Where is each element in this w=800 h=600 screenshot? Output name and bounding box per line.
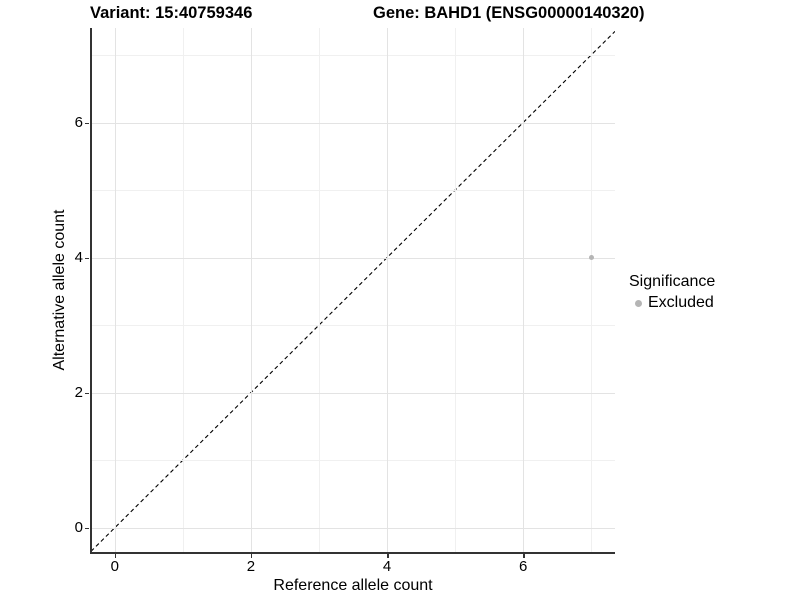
y-minor-gridline (91, 190, 615, 192)
x-minor-gridline (182, 28, 184, 552)
y-tick-mark (85, 392, 89, 395)
x-major-gridline (250, 28, 252, 552)
y-tick-label: 0 (74, 518, 83, 536)
y-minor-gridline (91, 55, 615, 56)
x-major-gridline (523, 28, 525, 552)
legend-item-label: Excluded (648, 294, 714, 311)
y-tick-mark (85, 257, 89, 260)
x-major-gridline (114, 28, 116, 552)
y-tick-label: 6 (74, 113, 83, 131)
x-minor-gridline (591, 28, 593, 552)
x-tick-mark (387, 554, 389, 558)
y-major-gridline (91, 122, 615, 124)
y-minor-gridline (91, 325, 615, 327)
excluded-point-icon (635, 299, 642, 307)
x-tick-label: 0 (110, 558, 119, 575)
x-tick-mark (114, 554, 117, 558)
x-tick-mark (250, 554, 253, 558)
x-tick-mark (523, 554, 525, 558)
x-tick-label: 4 (382, 558, 392, 575)
data-point (588, 255, 594, 261)
x-tick-label: 6 (518, 558, 528, 575)
x-major-gridline (387, 28, 389, 552)
legend-item-excluded: Excluded (629, 294, 715, 312)
y-tick-label: 4 (74, 248, 83, 266)
y-major-gridline (91, 392, 615, 394)
x-axis-line (90, 552, 615, 554)
y-axis-line (90, 28, 92, 552)
x-minor-gridline (455, 28, 457, 552)
plot-panel (91, 28, 615, 552)
plot-title-gene: Gene: BAHD1 (ENSG00000140320) (373, 4, 645, 22)
plot-title-variant: Variant: 15:40759346 (90, 4, 253, 22)
y-tick-mark (85, 527, 89, 530)
y-tick-mark (85, 122, 89, 125)
legend-title: Significance (629, 273, 716, 290)
x-axis-title: Reference allele count (273, 577, 433, 594)
identity-dashed-line (91, 30, 615, 552)
legend: Significance Excluded (629, 273, 715, 312)
identity-line-svg (91, 30, 615, 552)
y-major-gridline (91, 527, 615, 529)
y-major-gridline (91, 257, 615, 259)
y-minor-gridline (91, 460, 615, 462)
x-minor-gridline (318, 28, 320, 552)
x-tick-label: 2 (246, 558, 256, 575)
y-axis-title: Alternative allele count (51, 209, 68, 371)
y-tick-label: 2 (74, 383, 83, 401)
